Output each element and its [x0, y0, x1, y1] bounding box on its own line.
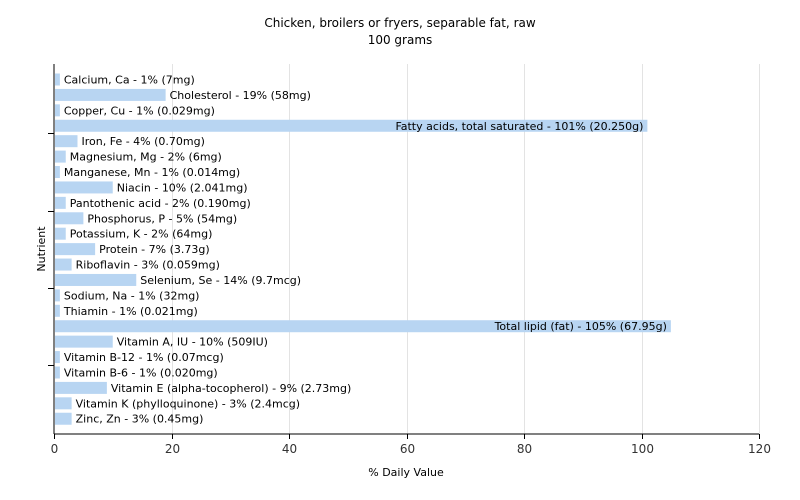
bar — [55, 104, 60, 117]
x-tick-label: 60 — [400, 442, 415, 456]
bar-label: Zinc, Zn - 3% (0.45mg) — [76, 413, 204, 426]
bar — [55, 243, 96, 256]
bar — [55, 181, 113, 194]
bar-labels: Calcium, Ca - 1% (7mg) Cholesterol - 19% … — [63, 74, 667, 426]
bar — [55, 397, 72, 410]
bar — [55, 351, 60, 364]
bar-label: Sodium, Na - 1% (32mg) — [64, 289, 200, 302]
bar — [55, 88, 166, 101]
bar — [55, 320, 671, 333]
bar — [55, 273, 137, 286]
bar-label: Potassium, K - 2% (64mg) — [70, 228, 213, 241]
bar — [55, 289, 60, 302]
x-tick-label: 80 — [517, 442, 532, 456]
bar-label: Copper, Cu - 1% (0.029mg) — [64, 104, 215, 117]
bar — [55, 304, 60, 317]
bar-label: Niacin - 10% (2.041mg) — [117, 181, 248, 194]
bar-label: Phosphorus, P - 5% (54mg) — [87, 212, 237, 225]
bar-label: Vitamin E (alpha-tocopherol) - 9% (2.73m… — [111, 382, 351, 395]
bar — [55, 366, 60, 379]
y-axis-ticks — [48, 133, 54, 366]
bar — [55, 381, 107, 394]
bar — [55, 150, 66, 163]
bars — [55, 73, 671, 425]
bar — [55, 166, 60, 179]
bar-label: Vitamin A, IU - 10% (509IU) — [117, 336, 268, 349]
chart-subtitle: 100 grams — [368, 33, 433, 47]
x-tick-label: 0 — [51, 442, 59, 456]
bar-label: Selenium, Se - 14% (9.7mcg) — [140, 274, 301, 287]
bar — [55, 119, 648, 132]
bar-label: Magnesium, Mg - 2% (6mg) — [70, 151, 222, 164]
bar-label: Vitamin B-12 - 1% (0.07mcg) — [64, 351, 224, 364]
bar-label: Protein - 7% (3.73g) — [99, 243, 210, 256]
bar-label: Total lipid (fat) - 105% (67.95g) — [494, 320, 667, 333]
bar — [55, 335, 113, 348]
bar — [55, 73, 60, 86]
x-axis-ticks: 0 20 40 60 80 100 120 — [51, 434, 771, 456]
bar — [55, 212, 84, 225]
bar — [55, 135, 78, 148]
bar — [55, 196, 66, 209]
bar-label: Pantothenic acid - 2% (0.190mg) — [70, 197, 251, 210]
x-tick-label: 40 — [282, 442, 297, 456]
bar — [55, 258, 72, 271]
x-tick-label: 20 — [165, 442, 180, 456]
bar-label: Cholesterol - 19% (58mg) — [170, 89, 311, 102]
x-tick-label: 100 — [631, 442, 654, 456]
x-tick-label: 120 — [748, 442, 771, 456]
bar-label: Thiamin - 1% (0.021mg) — [63, 305, 198, 318]
bar-label: Vitamin B-6 - 1% (0.020mg) — [64, 366, 218, 379]
bar-label: Riboflavin - 3% (0.059mg) — [76, 259, 220, 272]
bar-label: Vitamin K (phylloquinone) - 3% (2.4mcg) — [76, 397, 300, 410]
chart-title: Chicken, broilers or fryers, separable f… — [264, 16, 536, 30]
bar-label: Manganese, Mn - 1% (0.014mg) — [64, 166, 240, 179]
bar-label: Fatty acids, total saturated - 101% (20.… — [395, 120, 643, 133]
bar — [55, 412, 72, 425]
bar-label: Iron, Fe - 4% (0.70mg) — [82, 135, 205, 148]
bar — [55, 227, 66, 240]
x-axis-label: % Daily Value — [368, 466, 444, 479]
bar-label: Calcium, Ca - 1% (7mg) — [64, 74, 195, 87]
y-axis-label: Nutrient — [35, 226, 48, 272]
